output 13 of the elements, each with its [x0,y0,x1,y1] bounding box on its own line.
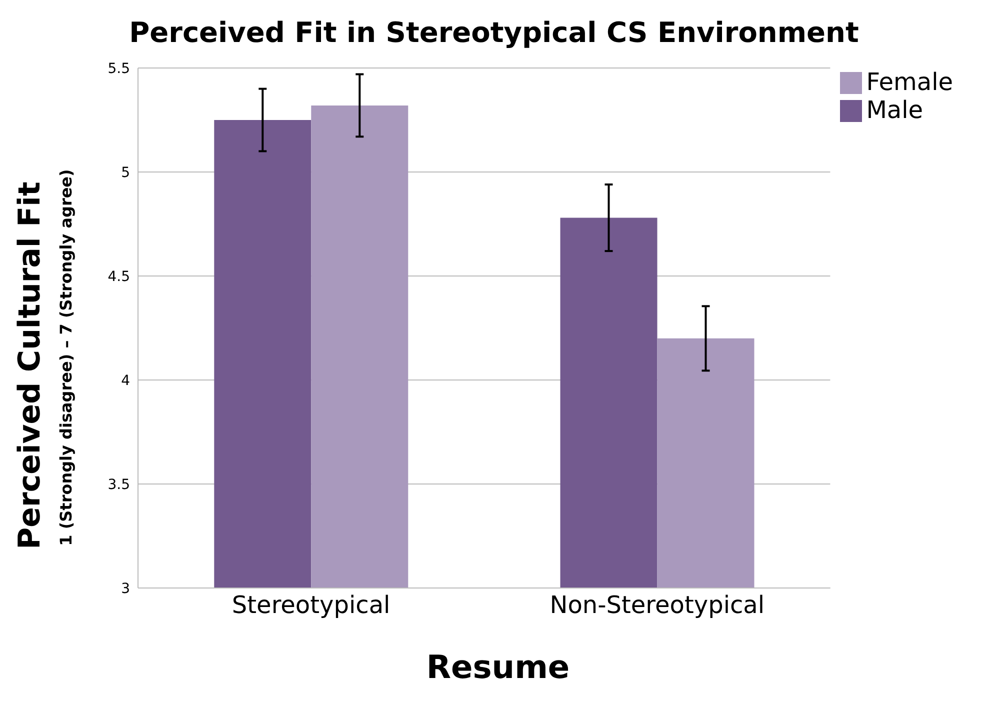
y-tick-label: 4 [121,372,130,389]
legend-label: Female [866,68,953,96]
legend-label: Male [866,96,924,124]
y-tick-label: 4.5 [108,268,130,285]
y-tick-label: 5 [121,164,130,181]
chart-title: Perceived Fit in Stereotypical CS Environment [128,16,860,49]
x-axis-title: Resume [425,648,571,686]
x-tick-label: Non-Stereotypical [550,591,765,620]
y-axis-title: Perceived Cultural Fit 1 (Strongly disagree) – 7 (Strongly agree) [12,168,76,552]
x-tick-label: Stereotypical [232,591,390,620]
y-tick-label: 5.5 [108,60,130,77]
y-tick-label: 3 [121,580,130,597]
y-tick-label: 3.5 [108,476,130,493]
